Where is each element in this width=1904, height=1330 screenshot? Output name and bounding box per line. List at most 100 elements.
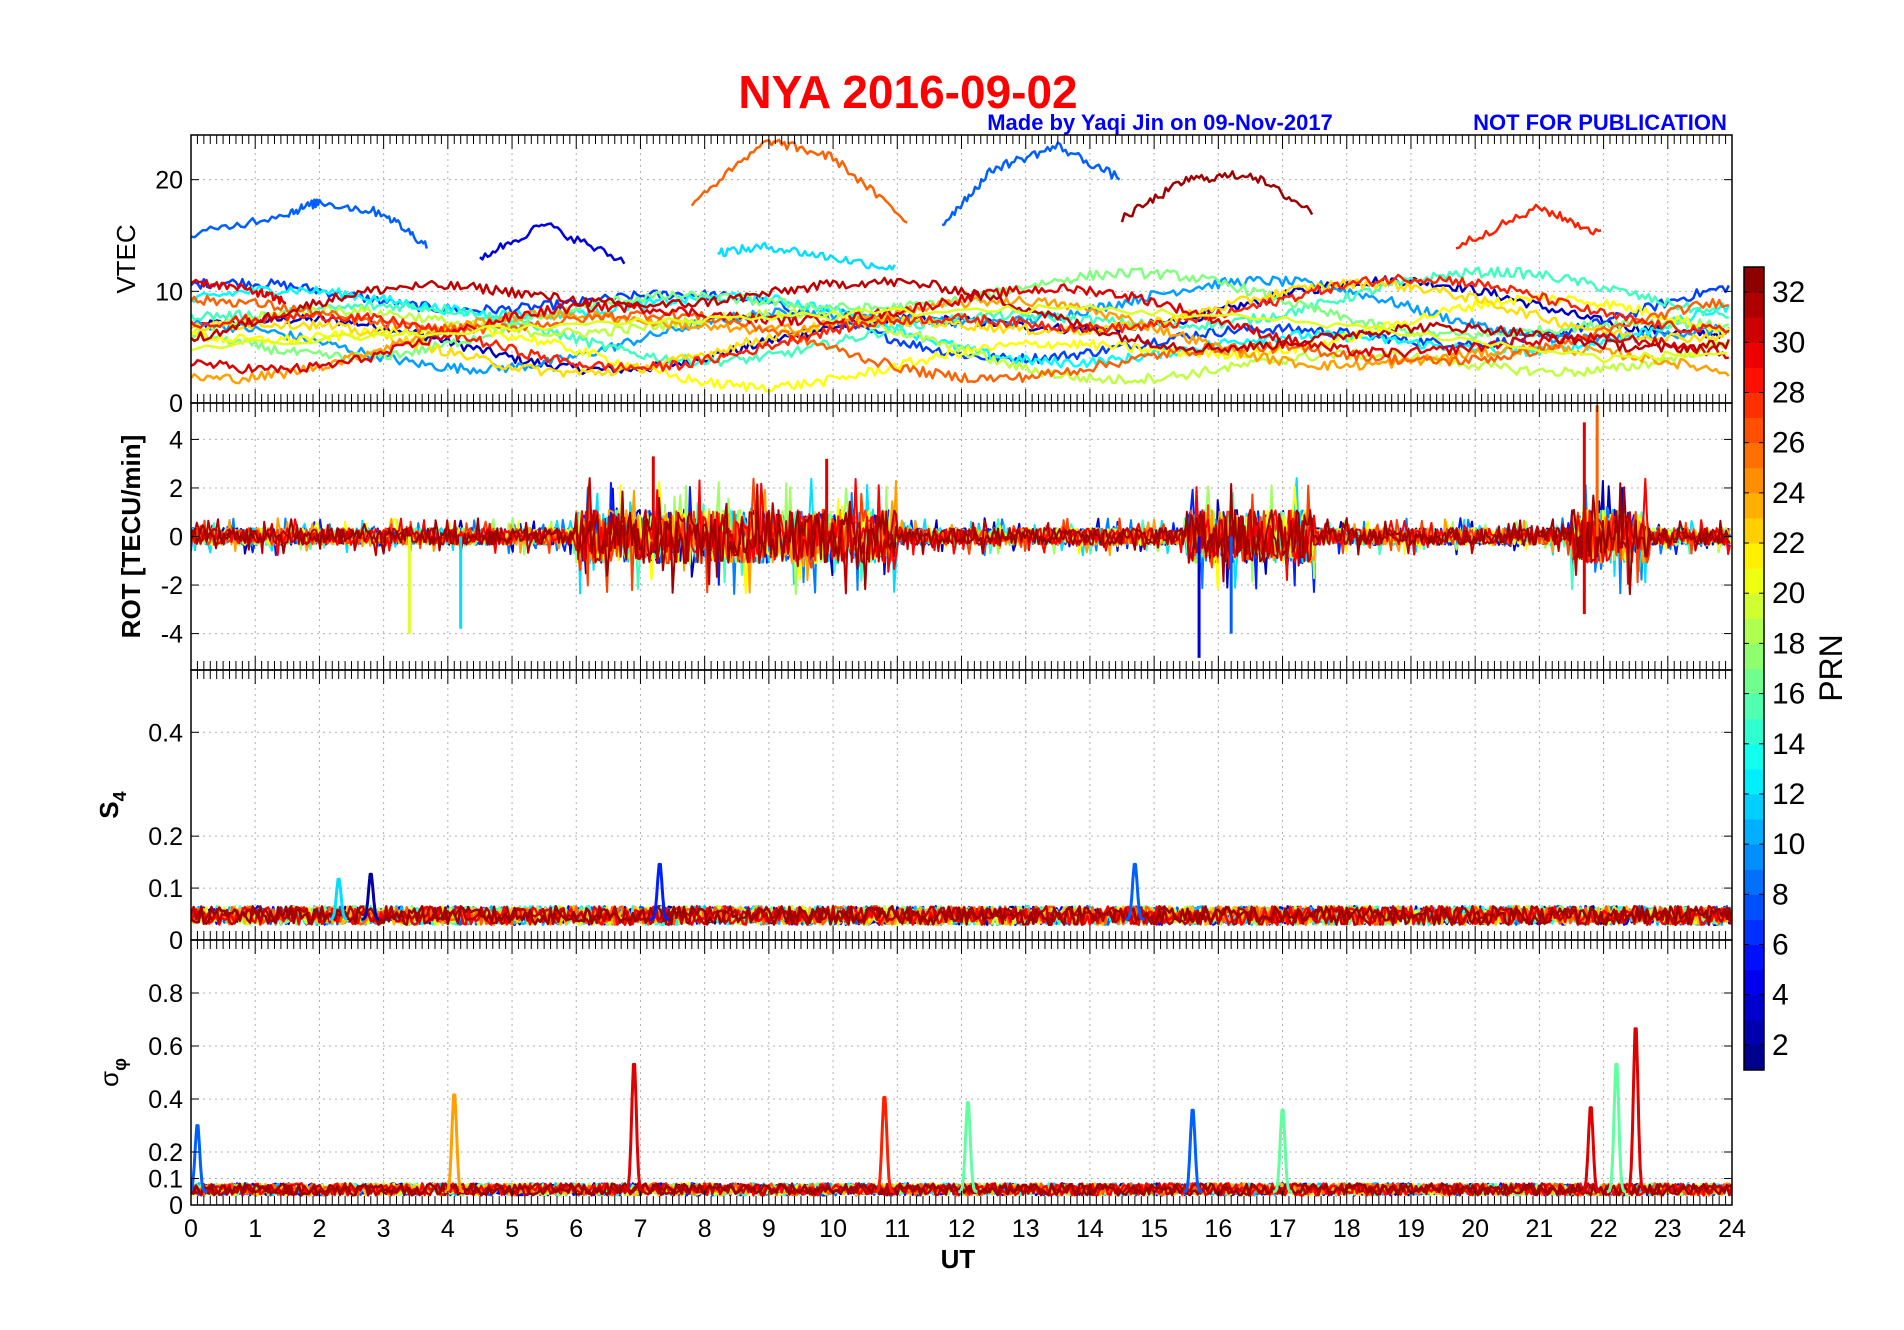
colorbar-tick-label: 10 [1772,828,1805,861]
S4-peak [360,872,380,921]
chart-title: NYA 2016-09-02 [738,66,1077,118]
y-tick-label: 0.1 [148,1166,183,1194]
vtec-arc-prn20 [191,303,1727,364]
colorbar-tick-label: 26 [1772,427,1805,460]
x-tick-label: 13 [1012,1215,1040,1243]
y-tick-label: 0.6 [148,1033,183,1061]
y-tick-label: 10 [155,278,183,306]
vtec-trace-prn21 [191,294,1730,393]
colorbar-segment [1744,292,1764,318]
colorbar-segment [1744,743,1764,770]
x-tick-label: 1 [248,1215,262,1243]
y-axis-label: ROT [TECU/min] [116,435,146,639]
panel-VTEC: 0 10 20 VTEC [111,134,1733,418]
colorbar-segment [1744,994,1764,1021]
colorbar-segment [1744,417,1764,444]
y-tick-label: 0.2 [148,823,183,851]
sigma_phi-peak [1580,1106,1601,1194]
sigma_phi-peak [874,1096,895,1194]
vtec-trace-prn26 [191,294,1729,384]
colorbar-segment [1744,543,1764,569]
S4-peak [649,862,670,921]
colorbar-segment [1744,568,1764,594]
vtec-arc-prn4 [479,222,626,265]
y-tick-label: 20 [155,167,183,195]
x-tick-label: 9 [762,1215,776,1243]
colorbar-tick-label: 12 [1772,778,1805,811]
colorbar-segment [1744,718,1764,745]
x-tick-label: 22 [1590,1215,1618,1243]
y-tick-label: 0.4 [148,719,183,747]
y-tick-label: 0 [169,927,183,955]
x-tick-label: 6 [569,1215,583,1243]
colorbar-segment [1744,1019,1764,1046]
x-tick-label: 5 [505,1215,519,1243]
colorbar-label: PRN [1813,634,1849,702]
colorbar-segment [1744,1044,1764,1071]
colorbar-segment [1744,819,1764,845]
x-tick-label: 23 [1654,1215,1682,1243]
colorbar-segment [1744,342,1764,368]
y-tick-label: 0.1 [148,875,183,903]
rot-trace-prn31 [191,477,1731,595]
colorbar-segment [1744,969,1764,996]
y-tick-label: 0 [169,390,183,418]
x-tick-label: 21 [1525,1215,1553,1243]
x-tick-label: 17 [1269,1215,1297,1243]
y-tick-label: 0 [169,1192,183,1220]
x-tick-label: 10 [819,1215,847,1243]
x-tick-label: 7 [634,1215,648,1243]
sigma_phi-peak [624,1062,644,1194]
x-tick-label: 18 [1333,1215,1361,1243]
colorbar-segment [1744,492,1764,519]
x-tick-label: 12 [948,1215,976,1243]
colorbar-segment [1744,944,1764,971]
x-tick-label: 14 [1076,1215,1104,1243]
S4-peak [1125,862,1145,921]
colorbar-tick-label: 18 [1772,627,1805,660]
colorbar-tick-label: 2 [1772,1029,1789,1062]
y-axis-label: S4 [94,791,130,818]
x-tick-label: 20 [1461,1215,1489,1243]
vtec-arc-prn28 [1455,203,1602,250]
panel-S4: 0 0.1 0.2 0.4 S4 [94,669,1733,955]
vtec-trace-prn30 [191,283,1729,375]
sigma_phi-peak [444,1093,465,1194]
colorbar-segment [1744,643,1764,669]
vtec-arc-prn32 [1120,170,1314,223]
colorbar-segment [1744,919,1764,946]
colorbar-tick-label: 22 [1772,527,1805,560]
panel-ROT: -4 -2 0 2 4 ROT [TECU/min] [116,402,1733,671]
colorbar-tick-label: 28 [1772,376,1805,409]
colorbar-segment [1744,894,1764,920]
colorbar-tick-label: 14 [1772,728,1805,761]
x-tick-label: 15 [1140,1215,1168,1243]
colorbar-frame [1743,266,1765,1071]
rot-trace-prn32 [191,482,1731,596]
y-tick-label: 4 [169,426,183,454]
vtec-arc-prn8 [191,198,429,249]
x-tick-label: 19 [1397,1215,1425,1243]
colorbar-tick-label: 4 [1772,979,1789,1012]
data-layer [191,1027,1732,1197]
sigma_phi-peak [1625,1027,1646,1194]
colorbar-segment [1744,793,1764,820]
y-tick-label: -2 [161,572,183,600]
credit-text: Made by Yaqi Jin on 09-Nov-2017 [987,110,1333,135]
colorbar-segment [1744,844,1764,870]
x-tick-label: 11 [884,1215,910,1243]
y-tick-label: 0 [169,524,183,552]
vtec-arc-prn30 [191,278,287,305]
x-tick-label: 8 [698,1215,712,1243]
colorbar-segment [1744,618,1764,644]
data-layer [191,405,1732,658]
colorbar-tick-label: 24 [1772,477,1805,510]
vtec-arc-prn12 [717,241,896,271]
colorbar-tick-label: 30 [1772,326,1805,359]
S4-trace-prn32 [191,904,1732,927]
y-tick-label: 0.2 [148,1139,183,1167]
vtec-arc-prn26 [690,138,908,224]
